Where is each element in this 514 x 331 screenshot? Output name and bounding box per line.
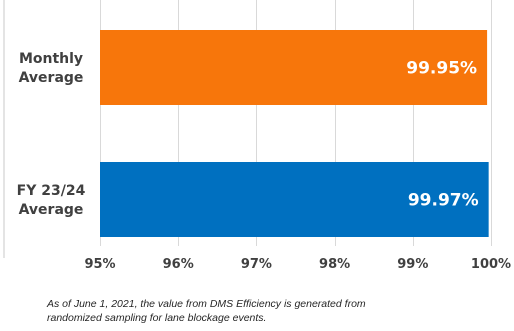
category-label-1-line-1: Average (19, 202, 84, 218)
tick-label-2: 97% (241, 257, 272, 272)
category-label-1-line-0: FY 23/24 (17, 183, 86, 199)
tick-label-3: 98% (319, 257, 350, 272)
data-label-1: 99.97% (408, 191, 479, 211)
category-label-0-line-0: Monthly (19, 51, 83, 67)
bar-0 (100, 30, 488, 105)
footnote: As of June 1, 2021, the value from DMS E… (47, 297, 487, 325)
data-label-0: 99.95% (406, 59, 477, 79)
category-label-1: FY 23/24 Average (17, 183, 86, 218)
tick-label-4: 99% (397, 257, 428, 272)
tick-label-0: 95% (84, 257, 115, 272)
tick-label-5: 100% (471, 257, 511, 272)
footnote-line-1: As of June 1, 2021, the value from DMS E… (47, 298, 366, 310)
category-label-0-line-1: Average (19, 70, 84, 86)
footnote-line-2: randomized sampling for lane blockage ev… (47, 312, 267, 324)
category-label-0: Monthly Average (19, 51, 84, 86)
tick-label-1: 96% (163, 257, 194, 272)
bar-1 (100, 162, 489, 237)
